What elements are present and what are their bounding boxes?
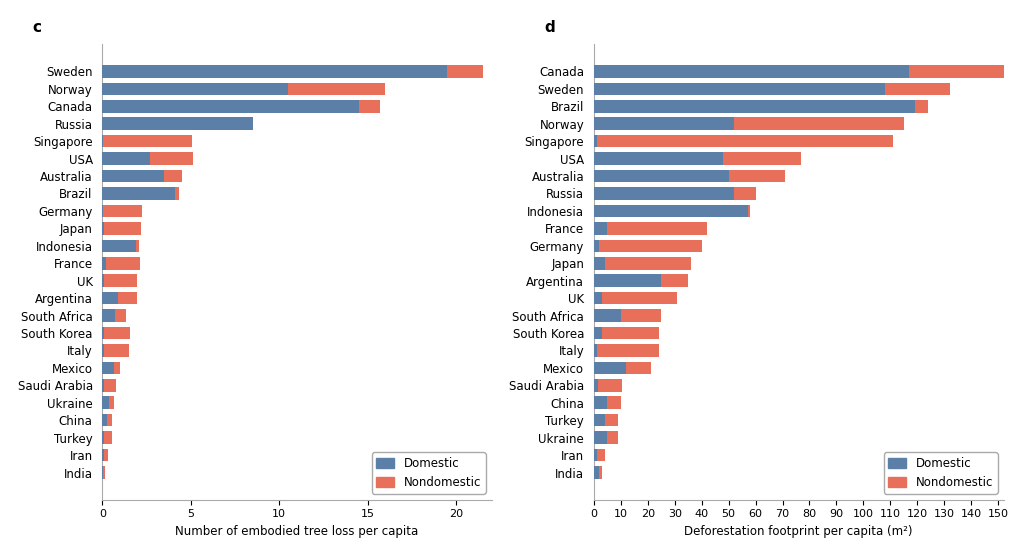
Bar [594, 396, 607, 409]
Bar [594, 65, 909, 78]
Bar [288, 83, 385, 95]
Bar [594, 205, 748, 217]
Bar [175, 187, 179, 200]
Bar [594, 257, 605, 270]
Bar [597, 135, 893, 148]
Bar [102, 187, 175, 200]
Bar [103, 327, 130, 339]
Bar [114, 362, 120, 374]
Bar [103, 205, 142, 217]
Legend: Domestic, Nondomestic: Domestic, Nondomestic [884, 452, 997, 493]
Bar [621, 309, 662, 322]
Bar [607, 431, 618, 444]
Bar [594, 344, 597, 357]
Bar [103, 344, 129, 357]
Bar [607, 396, 621, 409]
Bar [103, 449, 108, 461]
Bar [594, 327, 602, 339]
X-axis label: Deforestation footprint per capita (m²): Deforestation footprint per capita (m²) [684, 525, 913, 538]
Bar [119, 292, 137, 304]
Bar [734, 118, 904, 130]
Bar [164, 170, 182, 182]
Bar [594, 152, 723, 165]
Bar [594, 379, 598, 392]
Bar [102, 344, 103, 357]
Bar [748, 205, 751, 217]
Text: c: c [33, 21, 41, 36]
Bar [106, 414, 112, 426]
Bar [102, 327, 103, 339]
Bar [597, 449, 605, 461]
Bar [598, 379, 623, 392]
Bar [102, 83, 288, 95]
Bar [914, 100, 928, 113]
Bar [594, 100, 914, 113]
Bar [594, 187, 734, 200]
Bar [607, 222, 708, 235]
Bar [102, 292, 119, 304]
Bar [105, 257, 139, 270]
Bar [103, 431, 112, 444]
Bar [594, 170, 729, 182]
Bar [594, 449, 597, 461]
Text: d: d [545, 21, 555, 36]
Bar [102, 240, 136, 252]
Legend: Domestic, Nondomestic: Domestic, Nondomestic [372, 452, 485, 493]
Bar [594, 309, 621, 322]
Bar [594, 274, 662, 287]
Bar [151, 152, 193, 165]
Bar [594, 135, 597, 148]
Bar [102, 362, 114, 374]
Bar [605, 414, 618, 426]
Bar [102, 170, 164, 182]
Bar [594, 83, 885, 95]
Bar [602, 292, 678, 304]
Bar [594, 222, 607, 235]
Bar [109, 396, 114, 409]
Bar [102, 431, 103, 444]
Bar [102, 396, 109, 409]
Bar [723, 152, 802, 165]
Bar [102, 414, 106, 426]
Bar [885, 83, 949, 95]
Bar [102, 118, 253, 130]
Bar [102, 152, 151, 165]
Bar [605, 257, 691, 270]
Bar [594, 362, 627, 374]
Bar [594, 414, 605, 426]
Bar [104, 222, 141, 235]
Bar [104, 274, 137, 287]
Bar [734, 187, 756, 200]
Bar [102, 65, 447, 78]
Bar [102, 309, 115, 322]
Bar [662, 274, 688, 287]
Bar [594, 431, 607, 444]
Bar [102, 379, 103, 392]
Bar [594, 240, 599, 252]
Bar [103, 466, 105, 479]
Bar [594, 292, 602, 304]
Bar [115, 309, 126, 322]
Bar [136, 240, 138, 252]
Bar [103, 379, 116, 392]
Bar [594, 118, 734, 130]
X-axis label: Number of embodied tree loss per capita: Number of embodied tree loss per capita [175, 525, 419, 538]
Bar [599, 240, 701, 252]
Bar [594, 466, 599, 479]
Bar [602, 327, 658, 339]
Bar [447, 65, 482, 78]
Bar [729, 170, 785, 182]
Bar [102, 257, 105, 270]
Bar [627, 362, 650, 374]
Bar [102, 449, 103, 461]
Bar [102, 100, 358, 113]
Bar [909, 65, 1004, 78]
Bar [358, 100, 380, 113]
Bar [102, 274, 104, 287]
Bar [597, 344, 658, 357]
Bar [102, 222, 104, 235]
Bar [103, 135, 191, 148]
Bar [599, 466, 602, 479]
